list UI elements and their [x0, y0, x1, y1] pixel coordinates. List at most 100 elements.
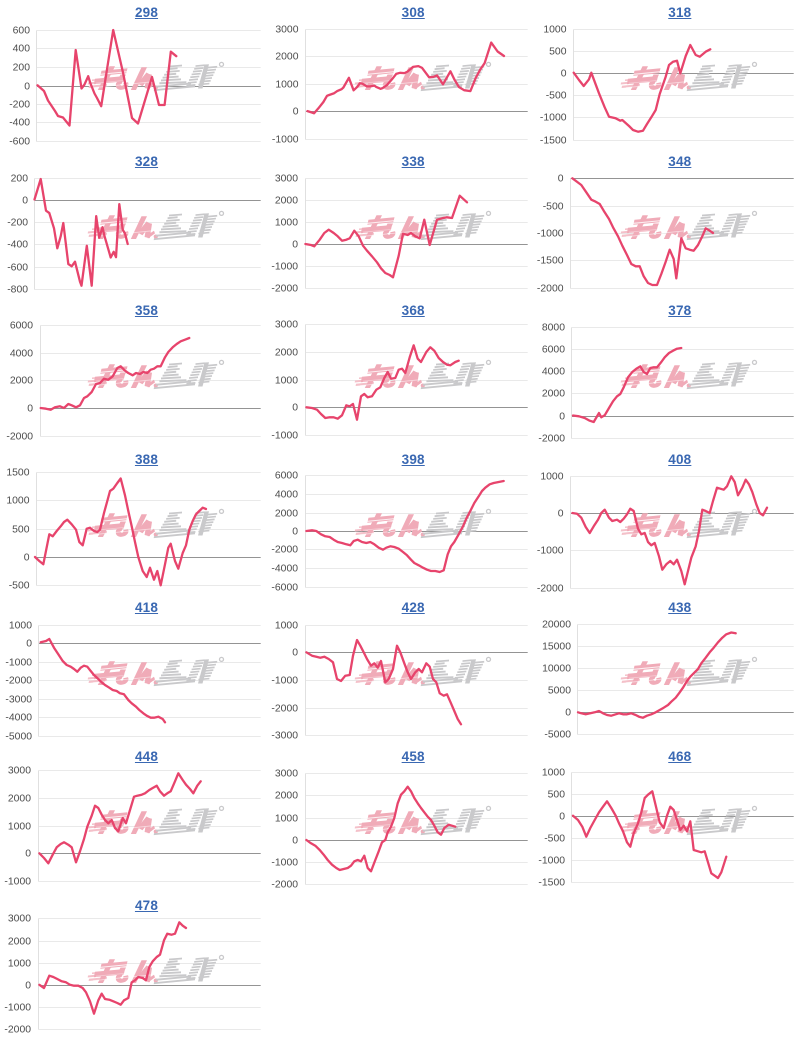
- svg-text:-4000: -4000: [271, 563, 298, 574]
- svg-text:-1000: -1000: [4, 1002, 31, 1013]
- svg-text:2000: 2000: [275, 51, 298, 62]
- svg-text:15000: 15000: [542, 642, 571, 653]
- svg-text:-1000: -1000: [5, 658, 32, 669]
- svg-text:10000: 10000: [542, 664, 571, 675]
- svg-text:0: 0: [24, 552, 30, 563]
- svg-text:1000: 1000: [275, 79, 298, 90]
- svg-text:3000: 3000: [275, 24, 298, 35]
- svg-text:1000: 1000: [542, 768, 565, 779]
- svg-text:-200: -200: [7, 217, 28, 228]
- svg-text:-2000: -2000: [537, 583, 564, 594]
- svg-text:-1000: -1000: [540, 112, 567, 123]
- svg-text:0: 0: [26, 639, 32, 650]
- svg-text:0: 0: [25, 980, 31, 991]
- svg-text:3000: 3000: [8, 913, 31, 924]
- svg-text:0: 0: [27, 403, 33, 414]
- svg-text:0: 0: [292, 402, 298, 413]
- svg-text:2000: 2000: [275, 347, 298, 358]
- svg-text:-5000: -5000: [5, 732, 32, 743]
- svg-text:-4000: -4000: [5, 713, 32, 724]
- svg-text:0: 0: [25, 849, 31, 860]
- svg-text:6000: 6000: [10, 320, 33, 331]
- svg-text:-2000: -2000: [537, 283, 564, 294]
- svg-text:8000: 8000: [542, 322, 565, 333]
- svg-text:2000: 2000: [10, 375, 33, 386]
- svg-text:-1000: -1000: [271, 430, 298, 441]
- svg-text:0: 0: [560, 411, 566, 422]
- svg-text:0: 0: [292, 106, 298, 117]
- svg-text:-2000: -2000: [271, 544, 298, 555]
- svg-text:0: 0: [560, 812, 566, 823]
- svg-text:2000: 2000: [8, 794, 31, 805]
- svg-text:200: 200: [13, 62, 31, 73]
- svg-text:0: 0: [22, 195, 28, 206]
- svg-text:4000: 4000: [542, 366, 565, 377]
- svg-text:-200: -200: [9, 99, 30, 110]
- svg-text:1000: 1000: [541, 471, 564, 482]
- svg-text:-1000: -1000: [4, 877, 31, 888]
- svg-text:-2000: -2000: [271, 704, 298, 715]
- svg-text:-2000: -2000: [6, 431, 33, 442]
- svg-text:1500: 1500: [6, 467, 29, 478]
- svg-text:1000: 1000: [275, 621, 298, 632]
- svg-text:-500: -500: [543, 201, 564, 212]
- svg-text:-2000: -2000: [271, 880, 298, 891]
- svg-text:2000: 2000: [275, 791, 298, 802]
- svg-text:1000: 1000: [275, 375, 298, 386]
- svg-text:-800: -800: [7, 284, 28, 295]
- svg-text:-2000: -2000: [5, 676, 32, 687]
- svg-text:-6000: -6000: [271, 582, 298, 593]
- svg-text:500: 500: [548, 790, 566, 801]
- svg-text:-1500: -1500: [537, 255, 564, 266]
- svg-text:-1000: -1000: [539, 856, 566, 867]
- svg-text:0: 0: [558, 173, 564, 184]
- svg-text:3000: 3000: [275, 769, 298, 780]
- svg-text:0: 0: [566, 708, 572, 719]
- svg-text:2000: 2000: [8, 936, 31, 947]
- svg-text:-1000: -1000: [272, 134, 299, 145]
- svg-text:-600: -600: [9, 136, 30, 147]
- svg-text:-400: -400: [7, 239, 28, 250]
- svg-text:4000: 4000: [275, 489, 298, 500]
- svg-text:-600: -600: [7, 262, 28, 273]
- svg-text:1000: 1000: [6, 495, 29, 506]
- svg-text:500: 500: [549, 46, 567, 57]
- svg-text:-500: -500: [546, 90, 567, 101]
- svg-text:400: 400: [13, 43, 31, 54]
- svg-text:-3000: -3000: [5, 695, 32, 706]
- svg-text:1000: 1000: [8, 958, 31, 969]
- svg-text:-1500: -1500: [540, 135, 567, 146]
- svg-text:-1500: -1500: [539, 878, 566, 889]
- svg-text:-1000: -1000: [537, 545, 564, 556]
- svg-text:1000: 1000: [9, 621, 32, 632]
- svg-text:0: 0: [558, 508, 564, 519]
- svg-text:-2000: -2000: [4, 1024, 31, 1035]
- svg-text:0: 0: [561, 68, 567, 79]
- svg-text:0: 0: [292, 526, 298, 537]
- svg-text:2000: 2000: [275, 195, 298, 206]
- svg-text:3000: 3000: [275, 319, 298, 330]
- svg-text:3000: 3000: [275, 173, 298, 184]
- svg-text:6000: 6000: [275, 470, 298, 481]
- svg-text:0: 0: [292, 239, 298, 250]
- svg-text:5000: 5000: [548, 686, 571, 697]
- svg-text:-2000: -2000: [539, 433, 566, 444]
- svg-text:-1000: -1000: [537, 228, 564, 239]
- svg-text:4000: 4000: [10, 348, 33, 359]
- svg-text:3000: 3000: [8, 766, 31, 777]
- svg-text:-400: -400: [9, 117, 30, 128]
- svg-text:-1000: -1000: [271, 858, 298, 869]
- svg-text:-5000: -5000: [545, 730, 572, 741]
- svg-text:-500: -500: [9, 580, 30, 591]
- svg-text:-1000: -1000: [271, 261, 298, 272]
- svg-text:1000: 1000: [544, 24, 567, 35]
- svg-text:0: 0: [24, 81, 30, 92]
- svg-text:1000: 1000: [275, 814, 298, 825]
- svg-text:2000: 2000: [542, 388, 565, 399]
- svg-text:-500: -500: [545, 834, 566, 845]
- svg-text:0: 0: [292, 836, 298, 847]
- svg-text:1000: 1000: [275, 217, 298, 228]
- svg-text:2000: 2000: [275, 508, 298, 519]
- svg-text:0: 0: [292, 648, 298, 659]
- svg-text:500: 500: [12, 524, 30, 535]
